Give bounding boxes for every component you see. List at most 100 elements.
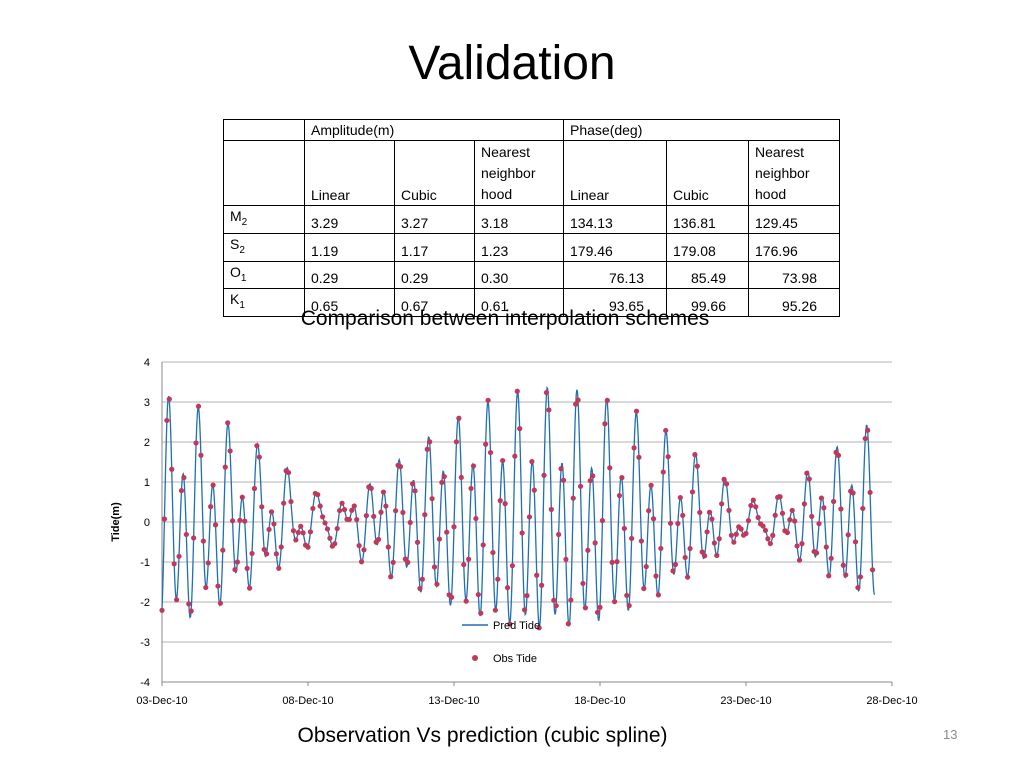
tide-chart: Tide(m) 4 3 2 1 0 -1 -2 -3 -4 03-Dec-10 08-Dec-10… xyxy=(110,357,918,707)
obs-tide-point xyxy=(212,522,219,528)
obs-tide-point xyxy=(714,552,720,559)
obs-tide-point xyxy=(556,531,562,538)
table-cell: 76.13 xyxy=(563,260,667,290)
obs-tide-point xyxy=(767,540,773,547)
obs-tide-point xyxy=(176,553,182,559)
obs-tide-point xyxy=(456,415,462,421)
obs-tide-point xyxy=(765,536,771,542)
obs-tide-point xyxy=(405,559,411,565)
obs-tide-point xyxy=(704,529,710,535)
table-cell: 0.29 xyxy=(394,260,475,290)
obs-tide-point xyxy=(358,559,365,565)
obs-tide-point xyxy=(867,489,873,496)
obs-tide-point xyxy=(697,509,703,516)
table-cell: 179.46 xyxy=(563,232,667,262)
obs-tide-point xyxy=(792,518,798,524)
obs-tide-point xyxy=(351,503,357,509)
obs-tide-point xyxy=(247,585,253,591)
obs-tide-point xyxy=(577,483,584,489)
phase-header: Phase(deg) xyxy=(563,119,840,141)
table-cell: 179.08 xyxy=(666,232,749,262)
table-row: M2 3.29 3.27 3.18 134.13 136.81 129.45 xyxy=(223,205,840,234)
table-corner-cell xyxy=(223,119,305,141)
obs-tide-point xyxy=(823,544,829,550)
obs-tide-point xyxy=(334,525,340,532)
obs-tide-point xyxy=(541,472,547,478)
obs-tide-point xyxy=(480,542,486,548)
obs-tide-point xyxy=(543,389,550,396)
y-tick-label: 1 xyxy=(144,477,150,489)
obs-tide-point xyxy=(439,479,445,486)
obs-tide-point xyxy=(719,501,725,507)
obs-tide-point xyxy=(200,538,206,544)
obs-tide-point xyxy=(636,454,642,460)
sub-header-nearest-amp: Nearest neighbor hood xyxy=(474,140,564,206)
obs-tide-point xyxy=(687,545,693,552)
obs-tide-point xyxy=(619,475,625,481)
obs-tide-point xyxy=(310,505,316,512)
obs-tide-point xyxy=(821,505,827,511)
obs-tide-point xyxy=(646,508,652,514)
table-cell: 0.30 xyxy=(474,260,564,290)
obs-tide-point xyxy=(466,556,472,562)
obs-tide-point xyxy=(234,559,241,565)
obs-tide-point xyxy=(487,449,494,456)
obs-tide-point xyxy=(607,465,613,471)
obs-tide-point xyxy=(300,530,306,536)
obs-tide-point xyxy=(813,550,820,556)
chart-axes xyxy=(161,362,893,686)
obs-tide-point xyxy=(244,565,250,571)
obs-tide-point xyxy=(237,517,243,523)
obs-tide-point xyxy=(397,464,404,470)
obs-tide-point xyxy=(225,420,231,426)
y-tick-label: 4 xyxy=(144,357,150,369)
obs-tide-point xyxy=(517,426,523,432)
obs-tide-point xyxy=(816,521,822,527)
obs-tide-point xyxy=(575,397,581,403)
obs-tide-point xyxy=(492,607,498,613)
obs-tide-point xyxy=(317,503,323,509)
obs-tide-point xyxy=(592,540,598,546)
slide-title: Validation xyxy=(408,37,616,90)
obs-tide-point xyxy=(181,474,187,481)
obs-tide-point xyxy=(266,526,272,533)
obs-tide-point xyxy=(239,494,245,500)
obs-tide-point xyxy=(818,495,825,501)
sub-header-linear-amp: Linear xyxy=(304,140,395,206)
obs-tide-point xyxy=(801,501,808,507)
table-row: O1 0.29 0.29 0.30 76.13 85.49 73.98 xyxy=(223,260,840,290)
obs-tide-point xyxy=(558,466,564,472)
obs-tide-point xyxy=(597,604,603,610)
obs-tide-point xyxy=(626,602,632,609)
obs-tide-point xyxy=(585,547,591,553)
obs-tide-point xyxy=(675,520,681,527)
obs-tide-point xyxy=(444,529,450,535)
obs-tide-point xyxy=(463,598,469,604)
obs-tide-point xyxy=(327,535,333,541)
legend-obs-label: Obs Tide xyxy=(493,653,537,665)
obs-tide-point xyxy=(414,539,421,545)
obs-tide-point xyxy=(665,454,671,460)
obs-tide-point xyxy=(789,507,795,514)
obs-tide-point xyxy=(495,576,501,582)
amplitude-header: Amplitude(m) xyxy=(304,119,564,141)
obs-tide-point xyxy=(650,516,657,522)
obs-tide-point xyxy=(519,530,525,536)
obs-tide-point xyxy=(341,507,348,513)
obs-tide-point xyxy=(375,536,382,543)
obs-tide-point xyxy=(560,477,567,483)
obs-tide-point xyxy=(573,401,579,407)
obs-tide-point xyxy=(748,502,754,509)
obs-tide-point xyxy=(806,476,812,482)
table-cell: 0.65 xyxy=(304,288,395,318)
obs-tide-point xyxy=(315,492,321,498)
obs-tide-point xyxy=(852,539,859,545)
obs-tide-point xyxy=(594,609,601,615)
obs-tide-point xyxy=(191,535,197,541)
obs-tide-point xyxy=(638,538,644,544)
obs-tide-point xyxy=(602,421,608,427)
legend-pred-label: Pred Tide xyxy=(493,620,540,632)
obs-tide-point xyxy=(324,526,331,532)
obs-tide-point xyxy=(295,529,301,536)
obs-tide-point xyxy=(760,523,766,529)
